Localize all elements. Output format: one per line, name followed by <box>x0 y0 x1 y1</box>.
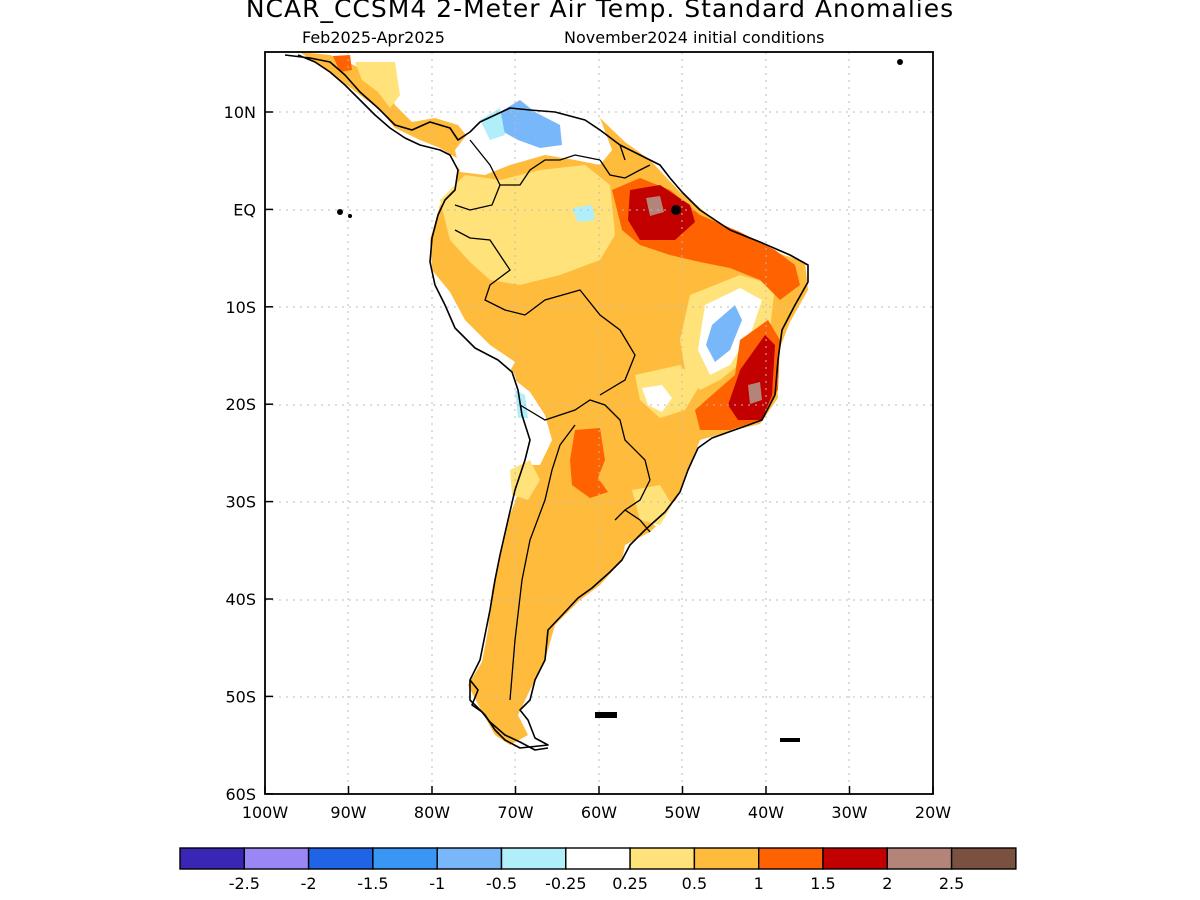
initial-conditions-label: November2024 initial conditions <box>564 28 825 47</box>
colorbar-label: -0.25 <box>545 874 586 893</box>
lon-tick-label: 50W <box>664 803 700 822</box>
forecast-period: Feb2025-Apr2025 <box>302 28 445 47</box>
colorbar-swatch <box>822 847 889 870</box>
colorbar-label: 0.25 <box>612 874 648 893</box>
colorbar-label: 0.5 <box>682 874 707 893</box>
anomaly-lightblue-chile <box>515 390 528 418</box>
latitude-axis: 10N EQ 10S 20S 30S 40S 50S 60S <box>224 103 273 804</box>
colorbar-label: -0.5 <box>486 874 517 893</box>
anomaly-yellow-andes <box>510 460 540 500</box>
colorbar-label: -1 <box>429 874 445 893</box>
colorbar-label: 2.5 <box>939 874 964 893</box>
colorbar-swatch <box>886 847 953 870</box>
lat-tick-label: 60S <box>225 785 256 804</box>
colorbar-label: 2 <box>882 874 892 893</box>
colorbar-label: 1 <box>754 874 764 893</box>
colorbar-swatch <box>179 847 246 870</box>
lon-tick-label: 30W <box>831 803 867 822</box>
lat-tick-label: 20S <box>225 395 256 414</box>
lon-tick-label: 60W <box>581 803 617 822</box>
anomaly-lightblue-colombia <box>572 205 595 222</box>
lat-tick-label: 10N <box>224 103 256 122</box>
colorbar-label: 1.5 <box>810 874 835 893</box>
lat-tick-label: 50S <box>225 687 256 706</box>
map-title: NCAR_CCSM4 2-Meter Air Temp. Standard An… <box>245 0 955 23</box>
anomaly-brown-north <box>646 196 664 216</box>
colorbar-swatch <box>243 847 310 870</box>
lon-tick-label: 70W <box>497 803 533 822</box>
anomaly-white-pacific-coast <box>432 270 515 380</box>
anomaly-blue-brazil <box>706 305 742 362</box>
lat-tick-label: 10S <box>225 298 256 317</box>
anomaly-lightblue-venezuela <box>480 108 505 140</box>
anomaly-red-mexico <box>333 55 352 72</box>
lon-tick-label: 80W <box>414 803 450 822</box>
colorbar-label: -2 <box>301 874 317 893</box>
colorbar-label: -1.5 <box>357 874 388 893</box>
colorbar-swatch <box>307 847 374 870</box>
lon-tick-label: 90W <box>330 803 366 822</box>
anomaly-yellow-central-america <box>355 62 400 108</box>
colorbar-swatch <box>950 847 1017 870</box>
colorbar-swatch <box>758 847 824 870</box>
country-borders <box>454 139 651 701</box>
longitude-axis: 100W 90W 80W 70W 60W 50W 40W 30W 20W <box>242 786 951 822</box>
lat-tick-label: 30S <box>225 493 256 512</box>
colorbar-swatch <box>629 847 696 870</box>
anomaly-yellow-north <box>440 165 615 285</box>
lon-tick-label: 40W <box>748 803 784 822</box>
colorbar-swatch <box>693 847 760 870</box>
lat-tick-label: 40S <box>225 590 256 609</box>
islands <box>337 59 903 742</box>
anomaly-darkred-east <box>728 335 775 420</box>
colorbar-swatch <box>500 847 567 870</box>
colorbar-label: -2.5 <box>229 874 260 893</box>
lon-tick-label: 20W <box>915 803 951 822</box>
colorbar-swatch <box>565 847 631 870</box>
colorbar-swatch <box>436 847 503 870</box>
lat-tick-label: EQ <box>233 200 256 219</box>
map-canvas <box>265 52 933 794</box>
grid-lines <box>265 52 933 794</box>
lon-tick-label: 100W <box>242 803 289 822</box>
coastlines <box>284 54 809 751</box>
colorbar: -2.5 -2 -1.5 -1 -0.5 -0.25 0.25 0.5 1 1.5 2 2.5 <box>179 847 1017 893</box>
colorbar-swatch <box>372 847 438 870</box>
anomaly-brown-east <box>748 382 762 404</box>
